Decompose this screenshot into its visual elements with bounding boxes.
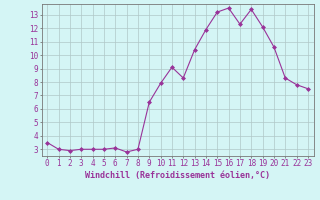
X-axis label: Windchill (Refroidissement éolien,°C): Windchill (Refroidissement éolien,°C) [85,171,270,180]
